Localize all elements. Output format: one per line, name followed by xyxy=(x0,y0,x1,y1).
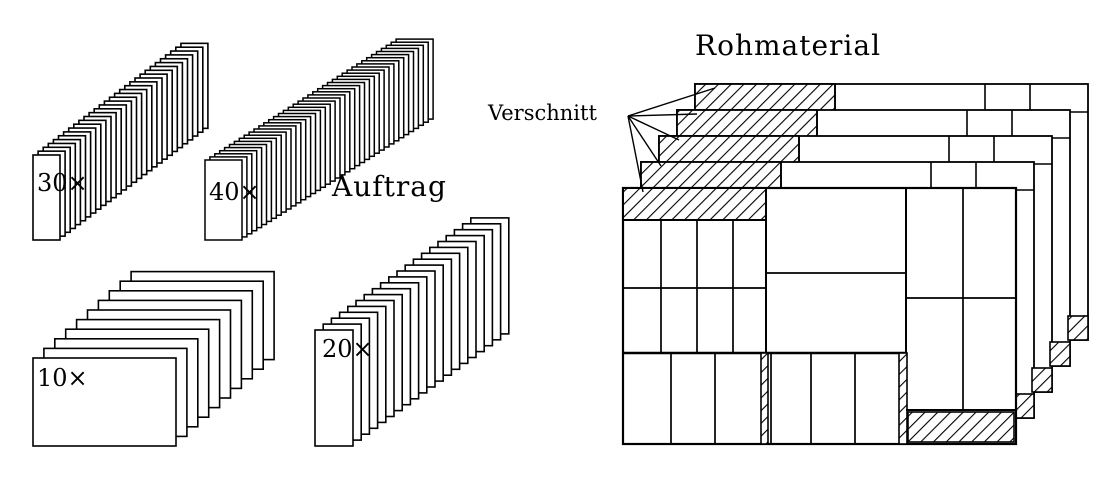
stack-10 xyxy=(32,270,275,447)
waste-sliver xyxy=(760,352,769,445)
stack-20-count-label: 20× xyxy=(322,335,373,363)
waste-strip xyxy=(640,161,782,191)
stack-10-count-label: 10× xyxy=(37,364,88,392)
raw-material-sheets xyxy=(621,83,1089,446)
waste-sliver xyxy=(898,352,908,445)
card xyxy=(314,329,354,447)
pointer-line xyxy=(627,87,716,117)
card xyxy=(32,154,61,241)
stack-40 xyxy=(204,38,434,241)
sheet-outline xyxy=(621,186,1018,446)
waste-strip xyxy=(622,187,767,221)
pointer-line xyxy=(627,115,644,193)
verschnitt-pointer-lines xyxy=(627,87,716,193)
auftrag-label: Auftrag xyxy=(331,170,447,203)
card xyxy=(32,357,177,447)
card xyxy=(204,159,243,241)
pointer-line xyxy=(627,115,680,141)
pointer-line xyxy=(627,115,662,167)
rohmaterial-label: Rohmaterial xyxy=(695,29,881,62)
waste-strip xyxy=(694,83,836,113)
waste-corner xyxy=(907,411,1015,443)
stack-20 xyxy=(314,217,510,447)
verschnitt-label: Verschnitt xyxy=(487,101,597,125)
raw-sheet-front xyxy=(621,186,1018,446)
waste-corner xyxy=(1067,315,1089,341)
stack-30 xyxy=(32,42,209,241)
pointer-line xyxy=(627,113,698,117)
stack-40-count-label: 40× xyxy=(209,178,260,206)
waste-corner xyxy=(1031,367,1053,393)
waste-strip xyxy=(676,109,818,139)
waste-corner xyxy=(1049,341,1071,367)
waste-strip xyxy=(658,135,800,165)
stack-30-count-label: 30× xyxy=(37,169,88,197)
